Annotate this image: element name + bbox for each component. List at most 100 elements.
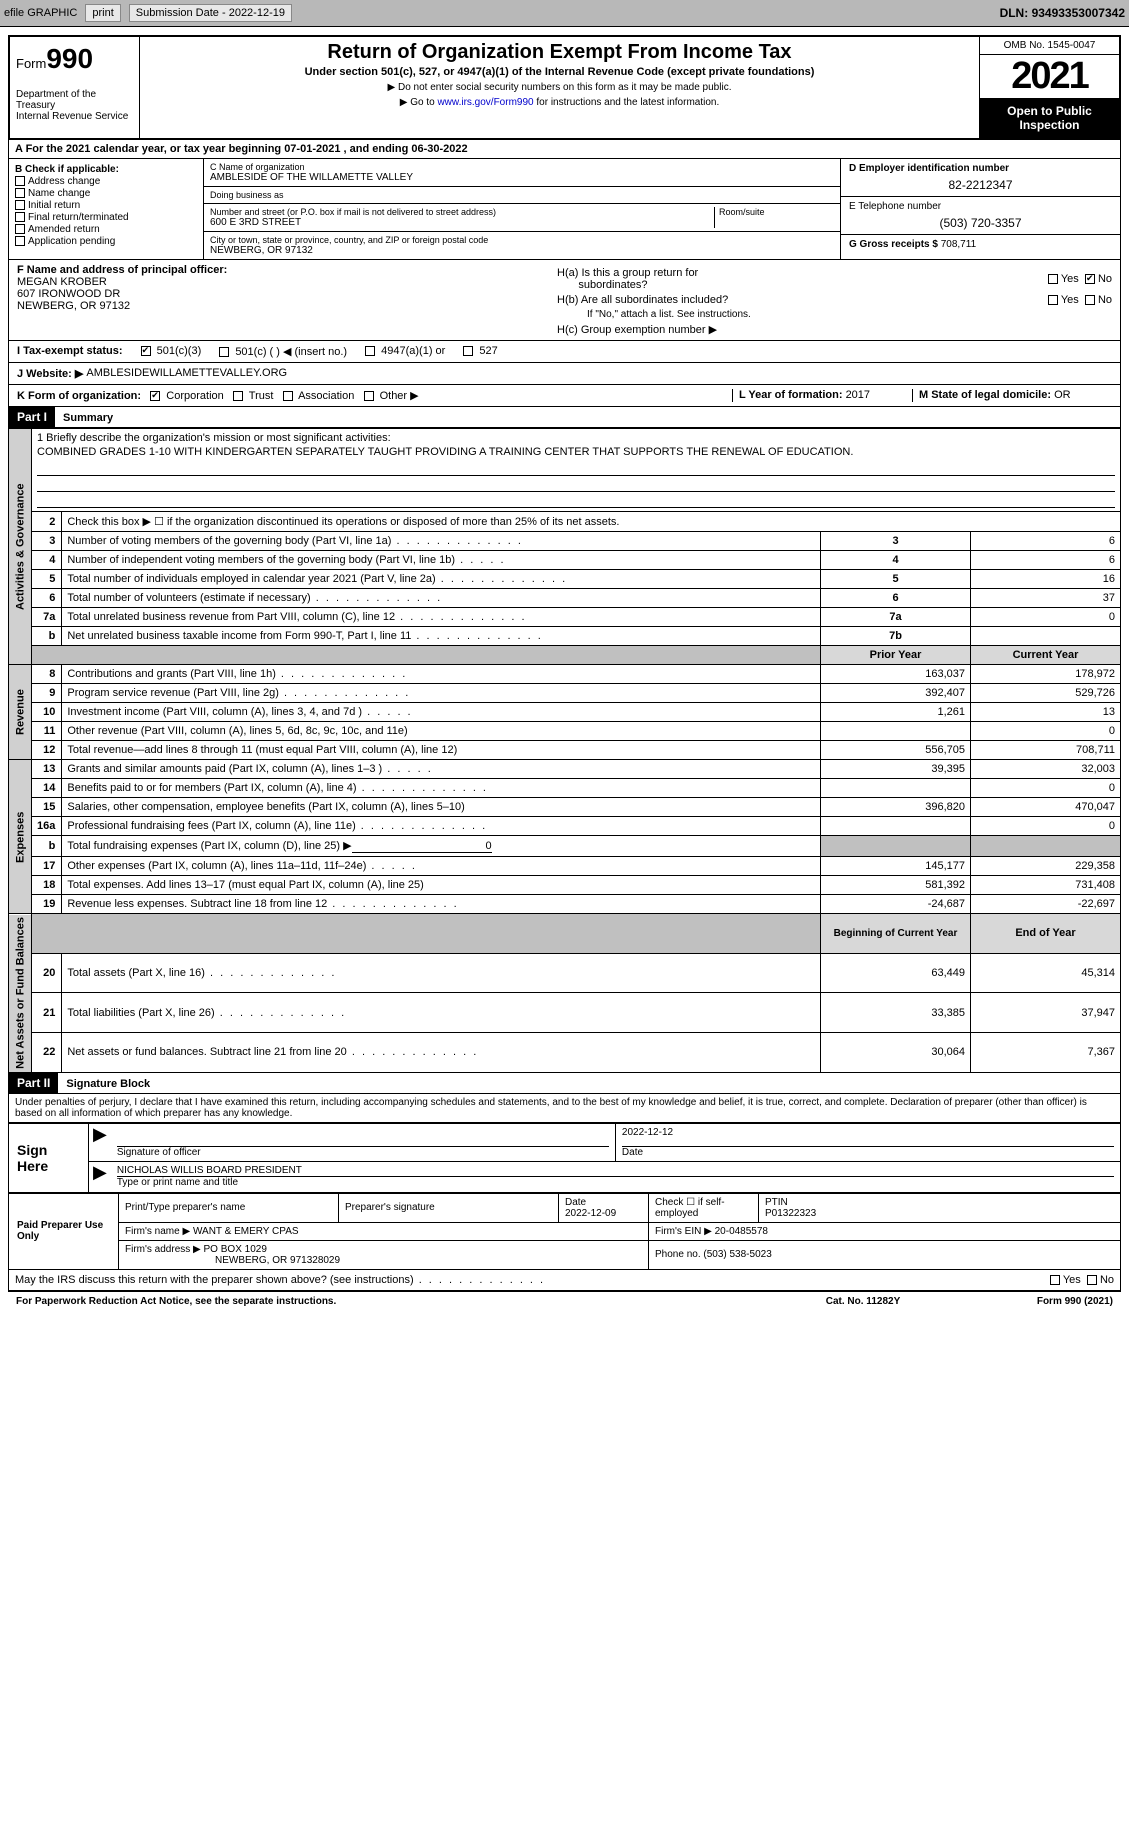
line16a-curr: 0 bbox=[971, 817, 1121, 836]
form-note-ssn: ▶ Do not enter social security numbers o… bbox=[144, 82, 975, 93]
phone-label: E Telephone number bbox=[849, 201, 1112, 212]
hdr-current: Current Year bbox=[971, 646, 1121, 665]
line8-curr: 178,972 bbox=[971, 665, 1121, 684]
mission-label: 1 Briefly describe the organization's mi… bbox=[37, 432, 1115, 444]
firm-name: WANT & EMERY CPAS bbox=[193, 1226, 299, 1237]
line13-prior: 39,395 bbox=[821, 760, 971, 779]
line18-prior: 581,392 bbox=[821, 876, 971, 895]
cb-final-return[interactable]: Final return/terminated bbox=[15, 212, 197, 223]
part1-title: Summary bbox=[55, 412, 113, 424]
cb-4947[interactable]: 4947(a)(1) or bbox=[365, 345, 445, 358]
cb-501c[interactable]: 501(c) ( ) ◀ (insert no.) bbox=[219, 345, 347, 358]
cb-501c3[interactable]: 501(c)(3) bbox=[141, 345, 202, 358]
col-d-ein: D Employer identification number82-22123… bbox=[840, 159, 1120, 259]
line17-prior: 145,177 bbox=[821, 857, 971, 876]
line2: Check this box ▶ ☐ if the organization d… bbox=[62, 512, 1121, 532]
line19-curr: -22,697 bbox=[971, 895, 1121, 914]
col-c-org-info: C Name of organizationAMBLESIDE OF THE W… bbox=[204, 159, 840, 259]
cb-trust[interactable]: Trust bbox=[233, 390, 274, 402]
form-number: Form990 bbox=[16, 43, 133, 75]
cb-other[interactable]: Other ▶ bbox=[364, 390, 419, 402]
line20-text: Total assets (Part X, line 16) bbox=[67, 967, 336, 979]
block-bcd: B Check if applicable: Address change Na… bbox=[8, 159, 1121, 260]
cb-527[interactable]: 527 bbox=[463, 345, 497, 358]
footer-right: Form 990 (2021) bbox=[963, 1296, 1113, 1307]
side-expenses: Expenses bbox=[9, 760, 32, 914]
irs-link[interactable]: www.irs.gov/Form990 bbox=[437, 97, 533, 108]
tax-status-label: I Tax-exempt status: bbox=[17, 345, 123, 358]
cb-application-pending[interactable]: Application pending bbox=[15, 236, 197, 247]
line7a-text: Total unrelated business revenue from Pa… bbox=[67, 611, 526, 623]
line10-curr: 13 bbox=[971, 703, 1121, 722]
form-note-link: ▶ Go to www.irs.gov/Form990 for instruct… bbox=[144, 97, 975, 108]
line5-text: Total number of individuals employed in … bbox=[67, 573, 567, 585]
omb-number: OMB No. 1545-0047 bbox=[980, 37, 1119, 55]
part2-title: Signature Block bbox=[58, 1078, 150, 1090]
ha-no[interactable]: No bbox=[1085, 273, 1112, 285]
cb-name-change[interactable]: Name change bbox=[15, 188, 197, 199]
org-name: AMBLESIDE OF THE WILLAMETTE VALLEY bbox=[210, 172, 834, 183]
street: 600 E 3RD STREET bbox=[210, 217, 714, 228]
firm-phone: (503) 538-5023 bbox=[703, 1249, 771, 1260]
side-revenue: Revenue bbox=[9, 665, 32, 760]
cb-association[interactable]: Association bbox=[283, 390, 355, 402]
self-employed-cb[interactable]: Check ☐ if self-employed bbox=[649, 1193, 759, 1222]
street-label: Number and street (or P.O. box if mail i… bbox=[210, 207, 714, 217]
efile-label: efile GRAPHIC bbox=[4, 7, 77, 19]
line7a-val: 0 bbox=[971, 608, 1121, 627]
col-b-title: B Check if applicable: bbox=[15, 164, 197, 175]
line16b-text: Total fundraising expenses (Part IX, col… bbox=[67, 840, 351, 852]
arrow-icon: ▶ bbox=[89, 1124, 111, 1161]
officer-addr1: 607 IRONWOOD DR bbox=[17, 288, 541, 300]
line11-curr: 0 bbox=[971, 722, 1121, 741]
paid-preparer-table: Paid Preparer Use Only Print/Type prepar… bbox=[8, 1193, 1121, 1270]
hb-yes[interactable]: Yes bbox=[1048, 294, 1079, 306]
hb-note: If "No," attach a list. See instructions… bbox=[557, 309, 1112, 320]
state-domicile: OR bbox=[1054, 389, 1071, 401]
line19-text: Revenue less expenses. Subtract line 18 … bbox=[67, 898, 458, 910]
line22-text: Net assets or fund balances. Subtract li… bbox=[67, 1046, 478, 1058]
ha-label: H(a) Is this a group return for bbox=[557, 267, 698, 279]
hdr-end: End of Year bbox=[971, 914, 1121, 954]
officer-label: F Name and address of principal officer: bbox=[17, 264, 541, 276]
line17-curr: 229,358 bbox=[971, 857, 1121, 876]
city: NEWBERG, OR 97132 bbox=[210, 245, 488, 256]
mission-text: COMBINED GRADES 1-10 WITH KINDERGARTEN S… bbox=[37, 444, 1115, 460]
firm-city: NEWBERG, OR 971328029 bbox=[125, 1255, 340, 1266]
cb-amended-return[interactable]: Amended return bbox=[15, 224, 197, 235]
line11-text: Other revenue (Part VIII, column (A), li… bbox=[67, 725, 407, 737]
line6-text: Total number of volunteers (estimate if … bbox=[67, 592, 442, 604]
may-yes[interactable]: Yes bbox=[1050, 1274, 1081, 1286]
form-org-label: K Form of organization: bbox=[17, 390, 141, 402]
line18-text: Total expenses. Add lines 13–17 (must eq… bbox=[67, 879, 423, 891]
row-j-website: J Website: ▶ AMBLESIDEWILLAMETTEVALLEY.O… bbox=[8, 363, 1121, 385]
line22-curr: 7,367 bbox=[971, 1033, 1121, 1073]
print-button[interactable]: print bbox=[85, 4, 120, 22]
footer-cat: Cat. No. 11282Y bbox=[763, 1296, 963, 1307]
line3-val: 6 bbox=[971, 532, 1121, 551]
hb-no[interactable]: No bbox=[1085, 294, 1112, 306]
hc-label: H(c) Group exemption number ▶ bbox=[557, 323, 1112, 336]
line9-prior: 392,407 bbox=[821, 684, 971, 703]
line15-text: Salaries, other compensation, employee b… bbox=[67, 801, 464, 813]
ha-yes[interactable]: Yes bbox=[1048, 273, 1079, 285]
line7b-val bbox=[971, 627, 1121, 646]
cb-address-change[interactable]: Address change bbox=[15, 176, 197, 187]
may-no[interactable]: No bbox=[1087, 1274, 1114, 1286]
submission-date-button[interactable]: Submission Date - 2022-12-19 bbox=[129, 4, 292, 22]
row-k-form-org: K Form of organization: Corporation Trus… bbox=[8, 385, 1121, 407]
page-footer: For Paperwork Reduction Act Notice, see … bbox=[8, 1291, 1121, 1311]
summary-table: Activities & Governance 1 Briefly descri… bbox=[8, 428, 1121, 1073]
signature-block: Sign Here ▶ Signature of officer 2022-12… bbox=[8, 1123, 1121, 1193]
line13-text: Grants and similar amounts paid (Part IX… bbox=[67, 763, 432, 775]
website: AMBLESIDEWILLAMETTEVALLEY.ORG bbox=[86, 367, 287, 380]
row-a-tax-year: A For the 2021 calendar year, or tax yea… bbox=[8, 140, 1121, 159]
may-irs-discuss: May the IRS discuss this return with the… bbox=[8, 1270, 1121, 1291]
officer-name: MEGAN KROBER bbox=[17, 276, 541, 288]
ptin: P01322323 bbox=[765, 1208, 816, 1219]
cb-corporation[interactable]: Corporation bbox=[150, 390, 224, 402]
line7b-text: Net unrelated business taxable income fr… bbox=[67, 630, 542, 642]
perjury-text: Under penalties of perjury, I declare th… bbox=[8, 1094, 1121, 1123]
sign-date: 2022-12-12 bbox=[622, 1127, 1114, 1147]
cb-initial-return[interactable]: Initial return bbox=[15, 200, 197, 211]
